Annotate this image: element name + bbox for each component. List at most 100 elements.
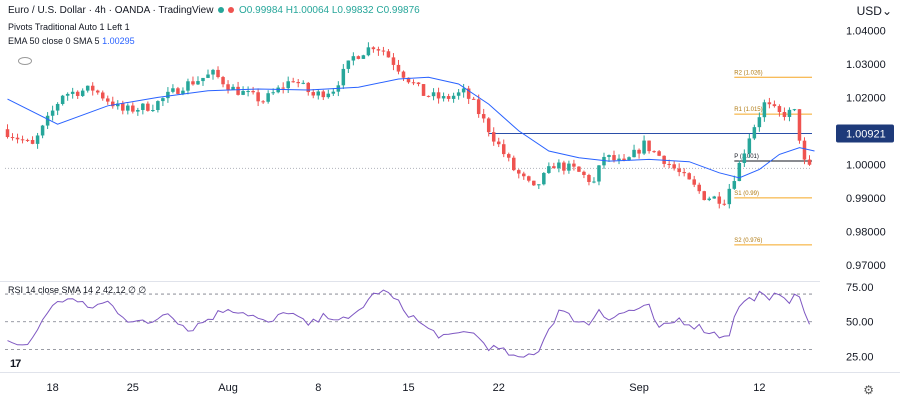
candle-body: [527, 176, 531, 181]
pivots-legend[interactable]: Pivots Traditional Auto 1 Left 1: [8, 22, 130, 32]
candle-body: [657, 151, 661, 156]
symbol-legend[interactable]: Euro / U.S. Dollar · 4h · OANDA · Tradin…: [8, 5, 420, 16]
candle-body: [597, 165, 601, 182]
candle-body: [592, 181, 596, 183]
candle-body: [151, 110, 155, 112]
price-tick-label: 0.99000: [846, 193, 886, 205]
candle-body: [506, 154, 511, 158]
candle-body: [241, 91, 245, 95]
candle-body: [767, 102, 772, 105]
candle-body: [431, 92, 436, 97]
rsi-label: RSI 14 close SMA 14 2 42.12 ∅ ∅: [8, 285, 147, 295]
pivot-label: R1 (1.015): [734, 107, 762, 113]
candle-body: [5, 129, 10, 138]
indicator-dot-icon: [228, 7, 235, 14]
candle-body: [451, 95, 456, 99]
candle-body: [131, 105, 135, 112]
candle-body: [166, 91, 170, 99]
candle-body: [371, 47, 376, 50]
candle-body: [316, 91, 321, 96]
candle-body: [286, 81, 290, 89]
candle-body: [181, 90, 185, 94]
ema-label: EMA 50 close 0 SMA 5: [8, 36, 100, 46]
time-tick-label: 25: [127, 382, 139, 394]
candle-body: [501, 144, 506, 155]
pivot-label: P (1.001): [734, 154, 759, 160]
candle-body: [742, 153, 747, 163]
candle-body: [797, 109, 802, 141]
candle-body: [461, 88, 466, 93]
candle-body: [416, 82, 421, 85]
candle-body: [206, 74, 210, 78]
candle-body: [436, 92, 441, 99]
settings-gear-icon[interactable]: ⚙: [863, 383, 874, 397]
candle-body: [476, 99, 481, 115]
rsi-tick-label: 50.00: [846, 317, 874, 329]
candle-body: [146, 103, 150, 111]
time-tick-label: 8: [315, 382, 321, 394]
rsi-legend[interactable]: RSI 14 close SMA 14 2 42.12 ∅ ∅: [8, 285, 146, 296]
candle-body: [552, 166, 556, 169]
price-highlight-label: 1.00921: [846, 129, 886, 141]
candle-body: [672, 164, 676, 169]
candle-body: [557, 162, 561, 169]
hide-legend-icon[interactable]: [18, 57, 32, 65]
candle-body: [406, 77, 411, 83]
ema-legend[interactable]: EMA 50 close 0 SMA 5 1.00295: [8, 36, 135, 46]
candle-body: [692, 179, 696, 185]
time-tick-label: Aug: [218, 382, 238, 394]
candle-body: [306, 82, 311, 93]
candle-body: [486, 118, 491, 133]
candle-body: [321, 91, 326, 98]
candle-body: [677, 168, 681, 173]
tradingview-logo-icon[interactable]: 17: [10, 358, 21, 370]
candle-body: [587, 174, 591, 182]
candle-body: [55, 103, 60, 111]
candle-body: [30, 139, 35, 144]
currency-label: USD: [856, 4, 882, 18]
pivots-label: Pivots Traditional Auto 1 Left 1: [8, 22, 130, 32]
price-tick-label: 1.02000: [846, 92, 886, 104]
candle-body: [95, 90, 100, 93]
candle-body: [727, 188, 732, 205]
candle-body: [271, 92, 275, 94]
candle-body: [366, 47, 371, 56]
candle-body: [682, 172, 686, 174]
candle-body: [512, 157, 516, 171]
candle-body: [196, 81, 200, 85]
candle-body: [246, 91, 250, 93]
price-tick-label: 1.03000: [846, 59, 886, 71]
candle-body: [236, 86, 240, 95]
candle-body: [346, 60, 351, 69]
candle-body: [737, 162, 742, 182]
candle-body: [171, 88, 175, 92]
candle-body: [496, 141, 501, 145]
candle-body: [201, 77, 205, 82]
candle-body: [792, 109, 797, 111]
candle-body: [617, 158, 621, 161]
symbol-title: Euro / U.S. Dollar · 4h · OANDA · Tradin…: [8, 5, 214, 16]
price-tick-label: 1.00000: [846, 159, 886, 171]
candle-body: [106, 98, 110, 102]
candle-body: [667, 163, 671, 165]
candle-body: [65, 93, 70, 96]
currency-selector[interactable]: USD⌄: [856, 4, 892, 18]
candle-body: [35, 135, 40, 144]
candle-body: [356, 56, 361, 59]
candle-body: [226, 84, 230, 90]
candle-body: [697, 184, 701, 192]
candle-body: [20, 139, 25, 141]
candle-body: [446, 96, 451, 99]
candle-body: [351, 56, 356, 61]
candle-body: [256, 92, 260, 102]
price-tick-label: 0.97000: [846, 260, 886, 272]
candle-body: [156, 101, 160, 111]
candle-body: [562, 162, 566, 171]
candle-body: [491, 132, 496, 142]
candle-body: [707, 198, 711, 201]
candle-body: [807, 159, 812, 165]
candle-body: [90, 85, 95, 91]
pivot-label: S2 (0.976): [734, 238, 762, 244]
price-highlight-box: [836, 124, 894, 143]
